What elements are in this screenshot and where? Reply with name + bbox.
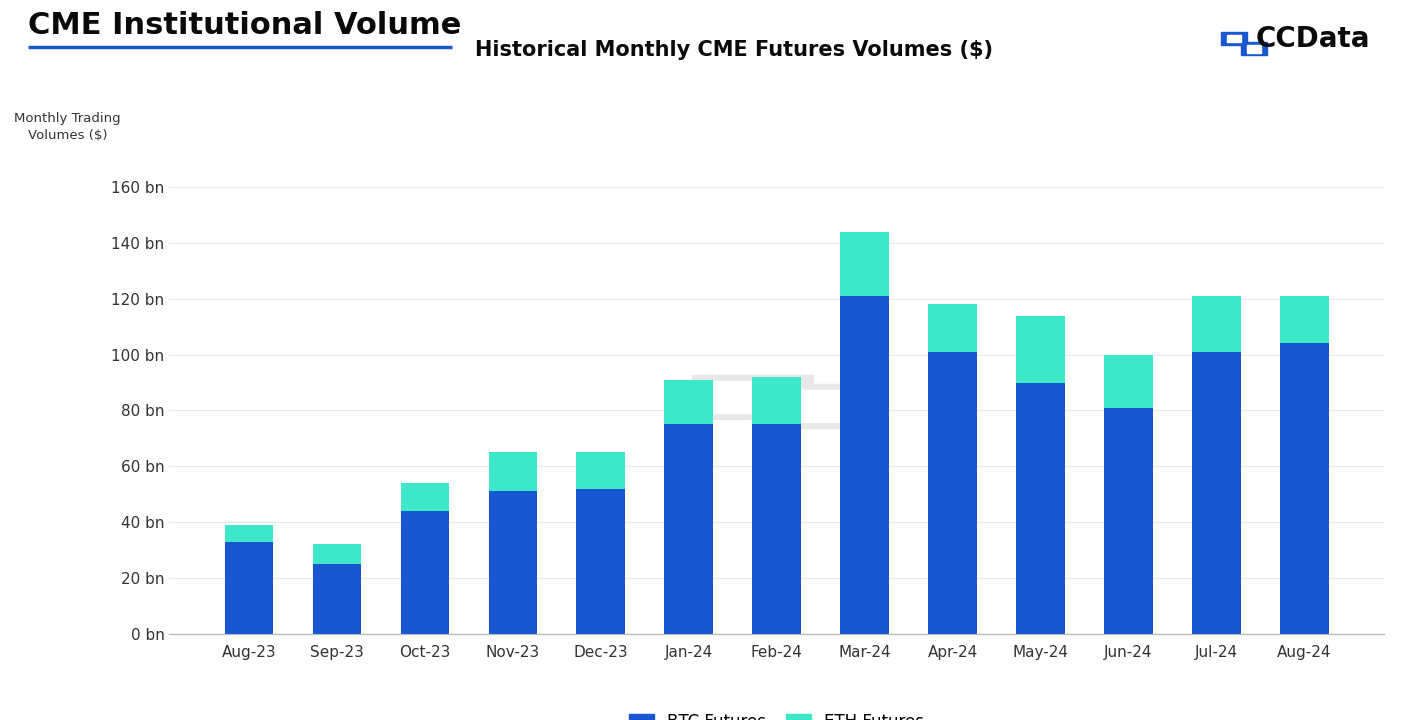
- Bar: [840, 296, 888, 634]
- Bar: [753, 424, 801, 634]
- Text: Monthly Trading
Volumes ($): Monthly Trading Volumes ($): [14, 112, 121, 142]
- Bar: [710, 382, 795, 413]
- Bar: [1281, 343, 1329, 634]
- Bar: [312, 564, 361, 634]
- Bar: [928, 352, 977, 634]
- Bar: [401, 483, 449, 511]
- Bar: [1104, 408, 1152, 634]
- Bar: [665, 379, 713, 424]
- Bar: [840, 232, 888, 296]
- Text: Historical Monthly CME Futures Volumes ($): Historical Monthly CME Futures Volumes (…: [476, 40, 993, 60]
- Bar: [753, 377, 801, 424]
- Bar: [692, 374, 813, 419]
- Bar: [312, 544, 361, 564]
- Bar: [1017, 382, 1065, 634]
- Text: CME Institutional Volume: CME Institutional Volume: [28, 11, 462, 40]
- Bar: [489, 491, 537, 634]
- Bar: [1192, 352, 1241, 634]
- Bar: [489, 452, 537, 491]
- Bar: [225, 525, 273, 541]
- Bar: [1104, 355, 1152, 408]
- Legend: BTC Futures, ETH Futures: BTC Futures, ETH Futures: [620, 704, 933, 720]
- Bar: [576, 452, 626, 488]
- Bar: [665, 424, 713, 634]
- Bar: [401, 511, 449, 634]
- Bar: [1192, 296, 1241, 352]
- Bar: [576, 488, 626, 634]
- Text: CCData: CCData: [1255, 25, 1370, 53]
- Bar: [771, 390, 856, 421]
- Bar: [928, 305, 977, 352]
- Bar: [753, 384, 874, 428]
- Bar: [1017, 315, 1065, 382]
- Bar: [225, 541, 273, 634]
- Bar: [1281, 296, 1329, 343]
